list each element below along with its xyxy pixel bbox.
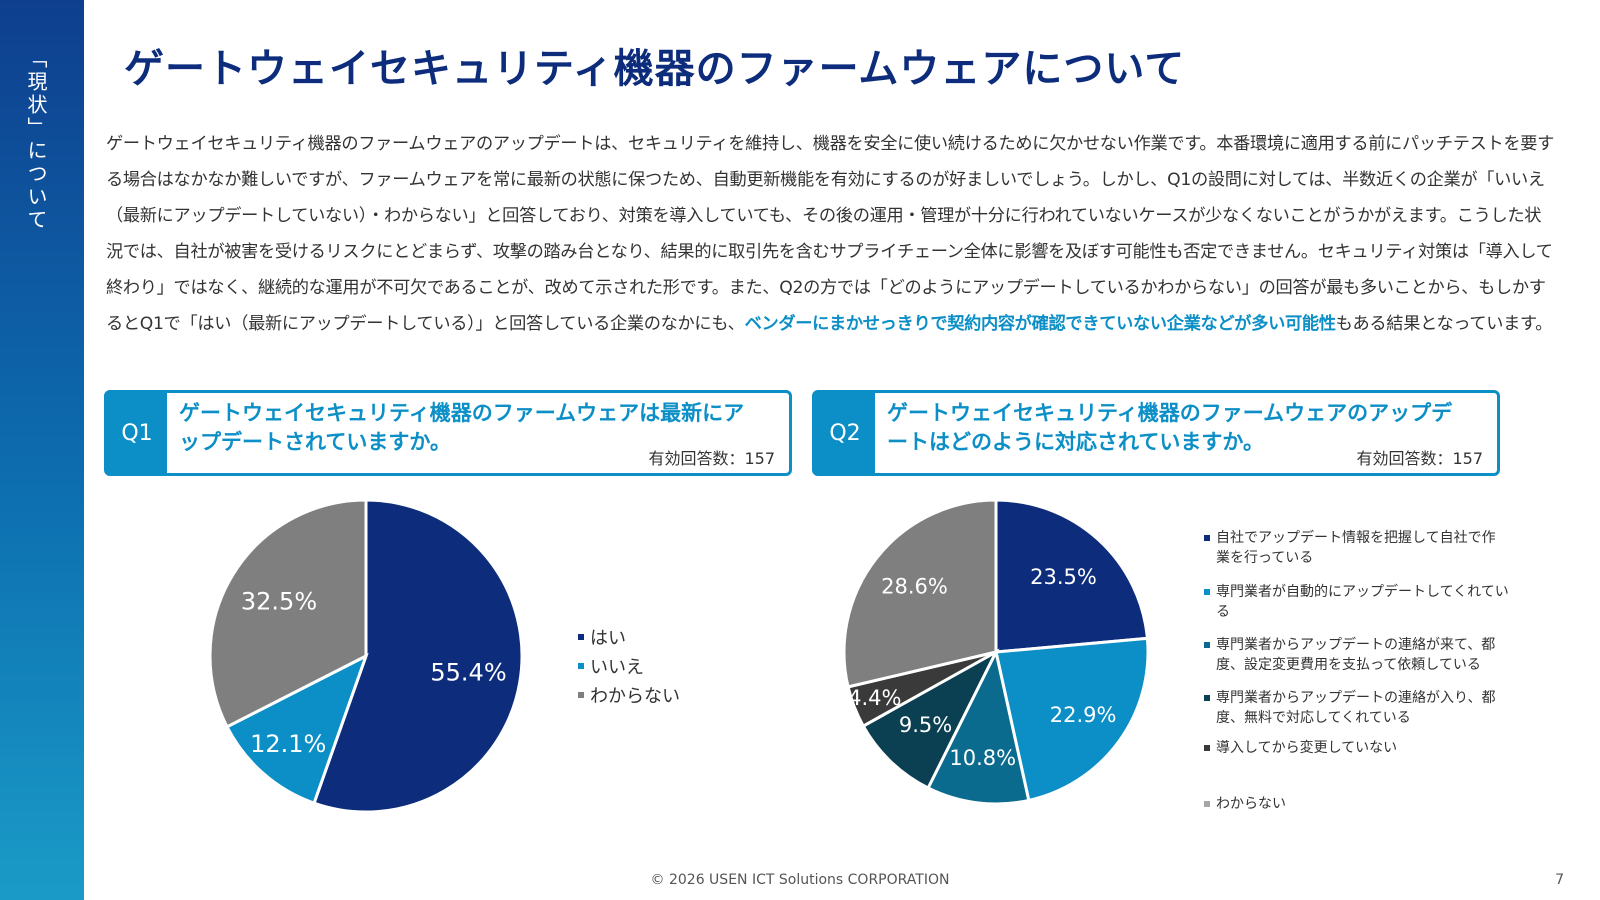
legend-item: いいえ xyxy=(578,651,680,680)
body-text-highlight: ベンダーにまかせっきりで契約内容が確認できていない企業などが多い可能性 xyxy=(744,314,1336,334)
legend-item: わからない xyxy=(1204,794,1534,814)
legend-swatch xyxy=(1204,589,1210,595)
pie-slice xyxy=(926,647,1031,806)
section-label: 「現状」について xyxy=(24,48,48,232)
legend-item: 専門業者からアップデートの連絡が来て、都度、設定変更費用を支払って依頼している xyxy=(1204,635,1534,675)
question-tag: Q2 xyxy=(815,393,875,473)
page-number: 7 xyxy=(1555,872,1564,888)
legend-swatch xyxy=(1204,801,1210,807)
legend-label: 導入してから変更していない xyxy=(1216,740,1398,756)
legend-item: 自社でアップデート情報を把握して自社で作業を行っている xyxy=(1204,528,1534,568)
data-label: 23.5% xyxy=(1030,565,1097,589)
legend-swatch xyxy=(578,662,584,669)
data-label: 28.6% xyxy=(881,574,948,598)
data-label: 22.9% xyxy=(1050,703,1117,727)
data-label: 9.5% xyxy=(899,713,952,737)
sidebar: 「現状」について xyxy=(0,0,84,900)
question-box-q2: Q2 ゲートウェイセキュリティ機器のファームウェアのアップデートはどのように対応… xyxy=(812,390,1500,476)
legend-label: わからない xyxy=(1216,796,1286,812)
pie-slice xyxy=(842,498,998,689)
pie-chart-q1: 55.4% 12.1% 32.5% xyxy=(208,498,524,814)
response-count: 有効回答数：157 xyxy=(648,449,775,468)
data-label: 12.1% xyxy=(250,730,326,758)
question-text: ゲートウェイセキュリティ機器のファームウェアのアップデートはどのように対応されて… xyxy=(887,401,1453,454)
body-text: ゲートウェイセキュリティ機器のファームウェアのアップデートは、セキュリティを維持… xyxy=(106,126,1556,342)
legend-label: 専門業者からアップデートの連絡が入り、都度、無料で対応してくれている xyxy=(1216,690,1496,726)
pie-slice xyxy=(861,648,1000,790)
legend-swatch xyxy=(1204,535,1210,541)
legend-swatch xyxy=(1204,745,1210,751)
data-label: 4.4% xyxy=(848,686,901,710)
pie-slice xyxy=(224,652,369,806)
question-text: ゲートウェイセキュリティ機器のファームウェアは最新にアップデートされていますか。 xyxy=(179,401,745,454)
legend-label: わからない xyxy=(590,685,680,707)
question-box-q1: Q1 ゲートウェイセキュリティ機器のファームウェアは最新にアップデートされていま… xyxy=(104,390,792,476)
legend-item: 専門業者からアップデートの連絡が入り、都度、無料で対応してくれている xyxy=(1204,688,1534,728)
legend-q1: はい いいえ わからない xyxy=(578,622,680,709)
legend-swatch xyxy=(1204,695,1210,701)
data-label: 55.4% xyxy=(430,659,506,687)
legend-label: 専門業者からアップデートの連絡が来て、都度、設定変更費用を支払って依頼している xyxy=(1216,637,1496,673)
legend-label: 自社でアップデート情報を把握して自社で作業を行っている xyxy=(1216,530,1496,566)
body-text-part: ゲートウェイセキュリティ機器のファームウェアのアップデートは、セキュリティを維持… xyxy=(106,134,1555,334)
legend-swatch xyxy=(578,691,584,698)
page-title: ゲートウェイセキュリティ機器のファームウェアについて xyxy=(124,46,1186,92)
pie-slice xyxy=(994,636,1150,803)
legend-swatch xyxy=(1204,642,1210,648)
legend-label: 専門業者が自動的にアップデートしてくれている xyxy=(1216,584,1509,620)
legend-label: いいえ xyxy=(590,656,644,678)
legend-item: わからない xyxy=(578,680,680,709)
legend-item: 導入してから変更していない xyxy=(1204,738,1534,758)
data-label: 10.8% xyxy=(949,746,1016,770)
legend-item: 専門業者が自動的にアップデートしてくれている xyxy=(1204,582,1534,622)
pie-chart-q2: 23.5% 22.9% 10.8% 9.5% 4.4% 28.6% xyxy=(842,498,1150,806)
footer-copyright: © 2026 USEN ICT Solutions CORPORATION xyxy=(650,872,950,888)
legend-swatch xyxy=(578,633,584,640)
data-label: 32.5% xyxy=(241,588,317,616)
response-count: 有効回答数：157 xyxy=(1356,449,1483,468)
pie-slice xyxy=(208,498,368,729)
legend-item: はい xyxy=(578,622,680,651)
question-tag: Q1 xyxy=(107,393,167,473)
legend-label: はい xyxy=(590,627,626,649)
pie-slice xyxy=(994,498,1150,654)
body-text-part: もある結果となっています。 xyxy=(1335,314,1553,334)
